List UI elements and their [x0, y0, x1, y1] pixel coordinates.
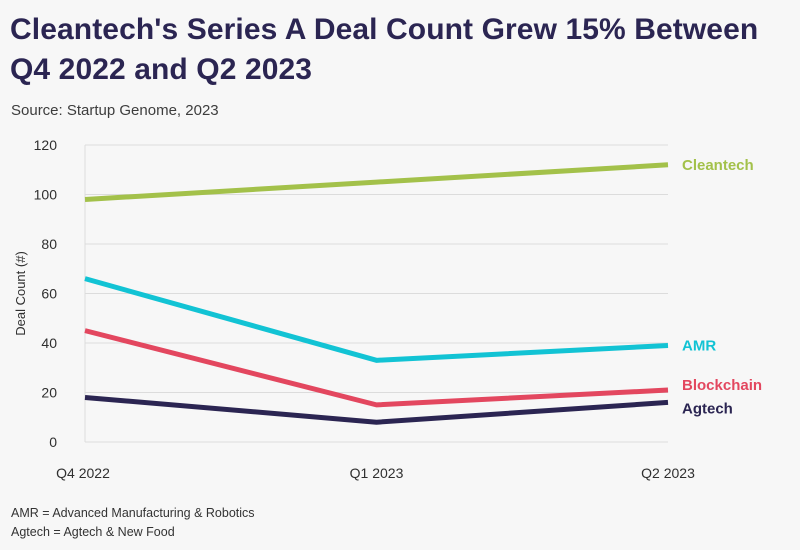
- series-line-agtech: [84, 394, 669, 425]
- x-tick-label: Q1 2023: [350, 465, 404, 481]
- footnote-amr: AMR = Advanced Manufacturing & Robotics: [11, 506, 255, 520]
- x-tick-label: Q2 2023: [641, 465, 695, 481]
- y-tick-label: 100: [34, 187, 58, 203]
- series-label-agtech: Agtech: [682, 400, 733, 417]
- y-axis-title: Deal Count (#): [13, 251, 28, 336]
- y-tick-label: 0: [49, 434, 57, 450]
- y-tick-label: 20: [41, 385, 57, 401]
- series-label-cleantech: Cleantech: [682, 157, 754, 174]
- x-tick-label: Q4 2022: [56, 465, 110, 481]
- chart-title: Cleantech's Series A Deal Count Grew 15%…: [10, 13, 759, 86]
- series-label-blockchain: Blockchain: [682, 377, 762, 394]
- series-line-amr: [84, 276, 669, 363]
- y-tick-label: 80: [41, 236, 57, 252]
- footnote-agtech: Agtech = Agtech & New Food: [11, 525, 175, 539]
- y-tick-label: 40: [41, 335, 57, 351]
- series-label-amr: AMR: [682, 337, 716, 354]
- y-tick-label: 60: [41, 286, 57, 302]
- series-line-blockchain: [84, 328, 669, 408]
- chart-subtitle: Source: Startup Genome, 2023: [11, 102, 219, 119]
- y-tick-label: 120: [34, 137, 58, 153]
